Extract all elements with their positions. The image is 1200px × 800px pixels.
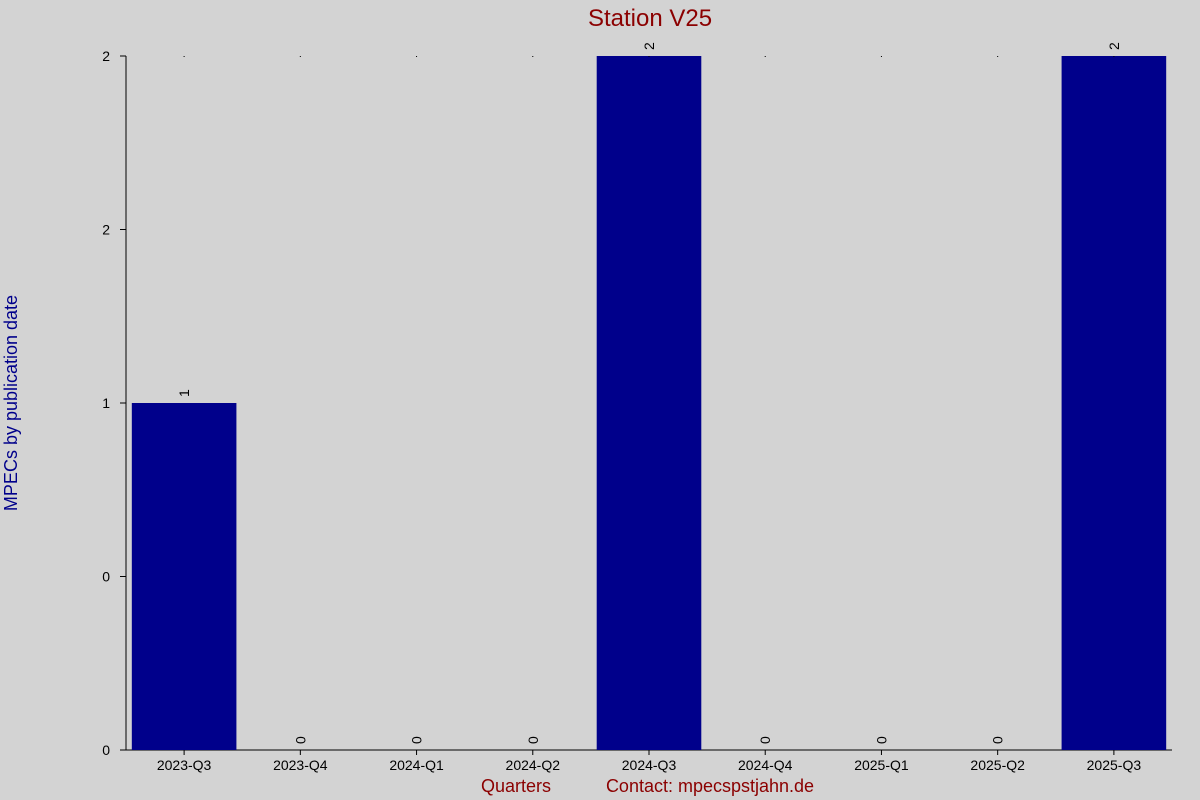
y-tick-label: 1 [102, 395, 110, 411]
x-tick-label: 2024-Q3 [622, 757, 677, 773]
x-tick-label: 2023-Q4 [273, 757, 328, 773]
x-tick-label: 2024-Q4 [738, 757, 793, 773]
y-axis-label: MPECs by publication date [1, 295, 21, 511]
x-tick-label: 2025-Q3 [1087, 757, 1142, 773]
top-marker [880, 56, 882, 57]
data-label: 0 [757, 736, 773, 744]
y-tick-label: 2 [102, 48, 110, 64]
x-tick-label: 2024-Q2 [506, 757, 561, 773]
data-label: 2 [641, 42, 657, 50]
data-label: 1 [176, 389, 192, 397]
x-tick-label: 2024-Q1 [389, 757, 444, 773]
x-tick-label: 2025-Q1 [854, 757, 909, 773]
data-label: 0 [409, 736, 425, 744]
top-marker [416, 56, 418, 57]
y-tick-label: 0 [102, 742, 110, 758]
top-marker [1113, 56, 1115, 57]
top-marker [764, 56, 766, 57]
top-marker [183, 56, 185, 57]
data-label: 0 [873, 736, 889, 744]
data-label: 0 [292, 736, 308, 744]
y-tick-label: 0 [102, 569, 110, 585]
contact-label: Contact: mpecspstjahn.de [606, 776, 814, 796]
bar [596, 56, 702, 750]
top-marker [299, 56, 301, 57]
chart-title: Station V25 [588, 5, 712, 32]
plot-area: 001222023-Q312023-Q402024-Q102024-Q20202… [102, 42, 1172, 773]
x-tick-label: 2023-Q3 [157, 757, 212, 773]
data-label: 2 [1106, 42, 1122, 50]
top-marker [648, 56, 650, 57]
x-tick-label: 2025-Q2 [970, 757, 1025, 773]
data-label: 0 [990, 736, 1006, 744]
x-axis-label: Quarters [481, 776, 551, 796]
bar [131, 403, 237, 750]
y-tick-label: 2 [102, 222, 110, 238]
top-marker [997, 56, 999, 57]
bar [1061, 56, 1167, 750]
top-marker [532, 56, 534, 57]
data-label: 0 [525, 736, 541, 744]
